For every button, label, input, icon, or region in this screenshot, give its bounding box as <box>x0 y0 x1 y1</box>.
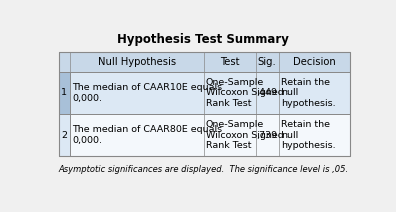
Bar <box>59 52 350 72</box>
Text: Retain the
null
hypothesis.: Retain the null hypothesis. <box>281 78 335 108</box>
Text: 2: 2 <box>61 131 67 139</box>
Text: 1: 1 <box>61 88 67 98</box>
Text: ,739: ,739 <box>256 131 277 139</box>
Text: ,449: ,449 <box>256 88 277 98</box>
Text: Null Hypothesis: Null Hypothesis <box>98 57 176 67</box>
Text: Sig.: Sig. <box>258 57 276 67</box>
Text: Retain the
null
hypothesis.: Retain the null hypothesis. <box>281 120 335 150</box>
Bar <box>59 114 70 156</box>
Text: Hypothesis Test Summary: Hypothesis Test Summary <box>117 33 289 46</box>
Text: Asymptotic significances are displayed.  The significance level is ,05.: Asymptotic significances are displayed. … <box>59 165 349 174</box>
Text: Test: Test <box>220 57 240 67</box>
Text: One-Sample
Wilcoxon Signed
Rank Test: One-Sample Wilcoxon Signed Rank Test <box>206 78 284 108</box>
Bar <box>59 52 350 156</box>
Text: The median of CAAR80E equals
0,000.: The median of CAAR80E equals 0,000. <box>72 125 223 145</box>
Bar <box>59 114 350 156</box>
Bar <box>59 72 350 114</box>
Text: Decision: Decision <box>293 57 336 67</box>
Text: One-Sample
Wilcoxon Signed
Rank Test: One-Sample Wilcoxon Signed Rank Test <box>206 120 284 150</box>
Text: The median of CAAR10E equals
0,000.: The median of CAAR10E equals 0,000. <box>72 83 223 103</box>
Bar <box>59 72 70 114</box>
